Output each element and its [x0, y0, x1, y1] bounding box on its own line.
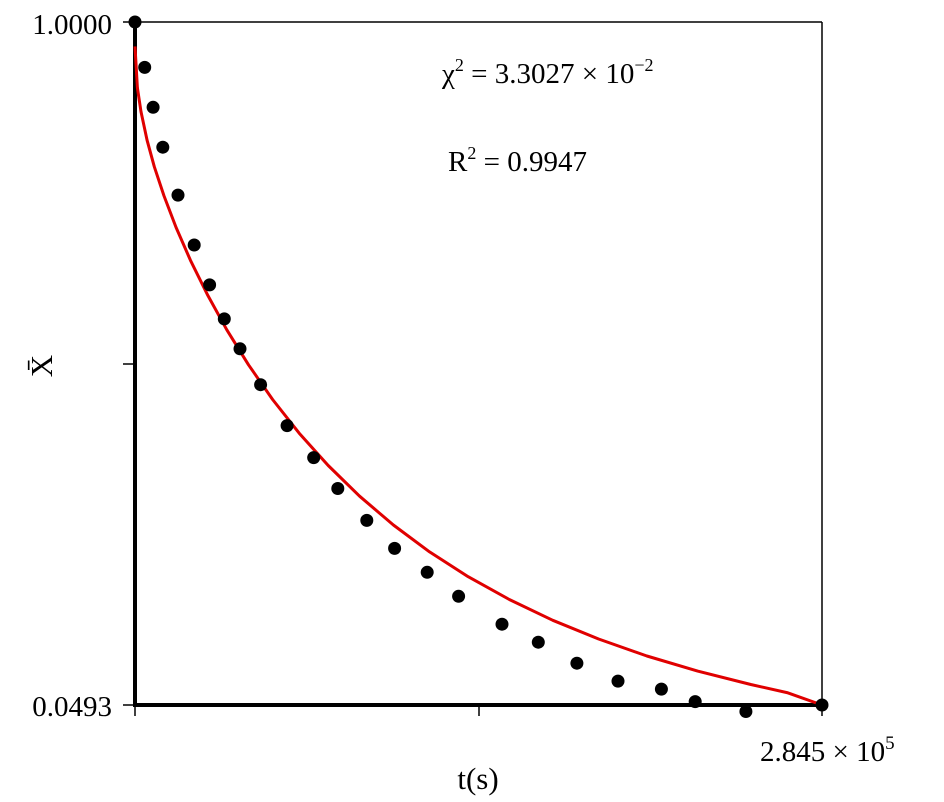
r-value: = 0.9947 [476, 146, 587, 178]
y-axis-label: X̄ [24, 355, 59, 377]
chi-value: = 3.3027 × 10 [464, 58, 634, 90]
data-point [217, 312, 231, 326]
data-point [688, 695, 702, 709]
r-symbol: R [448, 146, 468, 178]
data-point [815, 698, 829, 712]
data-point [171, 188, 185, 202]
data-point [739, 705, 753, 718]
axis-ticks [123, 21, 823, 716]
y-tick-label-max: 1.0000 [32, 9, 112, 41]
chi-symbol: χ [441, 58, 455, 90]
data-point [307, 451, 321, 465]
data-points-layer [128, 15, 829, 718]
data-point [420, 565, 434, 579]
chi-exp: −2 [634, 55, 653, 75]
data-point [233, 342, 247, 356]
x-tick-label-max-exp: 5 [885, 733, 895, 754]
data-point [570, 656, 584, 670]
y-tick-label-min: 0.0493 [32, 691, 112, 723]
data-point [452, 589, 466, 603]
chi-sup: 2 [455, 55, 464, 75]
data-point [360, 513, 374, 527]
data-point [187, 238, 201, 252]
data-point [611, 674, 625, 688]
data-point [138, 60, 152, 74]
data-point [654, 682, 668, 696]
r-square-annotation: R2 = 0.9947 [448, 143, 587, 178]
r-sup: 2 [467, 143, 476, 163]
x-tick-label-max-base: 2.845 × 10 [760, 736, 885, 768]
chi-square-annotation: χ2 = 3.3027 × 10−2 [441, 55, 654, 90]
data-point [495, 617, 509, 631]
data-point [388, 541, 402, 555]
x-axis-label: t(s) [457, 761, 498, 796]
data-point [531, 635, 545, 649]
x-tick-label-max: 2.845 × 105 [760, 733, 895, 768]
data-point [254, 378, 268, 392]
fit-curve-layer [133, 46, 823, 707]
plot-frame [133, 20, 823, 707]
data-point [280, 419, 294, 433]
data-point [331, 482, 345, 495]
data-point [128, 15, 142, 29]
data-point [146, 100, 160, 114]
data-point [203, 278, 217, 292]
fit-curve [133, 46, 823, 707]
data-point [156, 140, 170, 154]
